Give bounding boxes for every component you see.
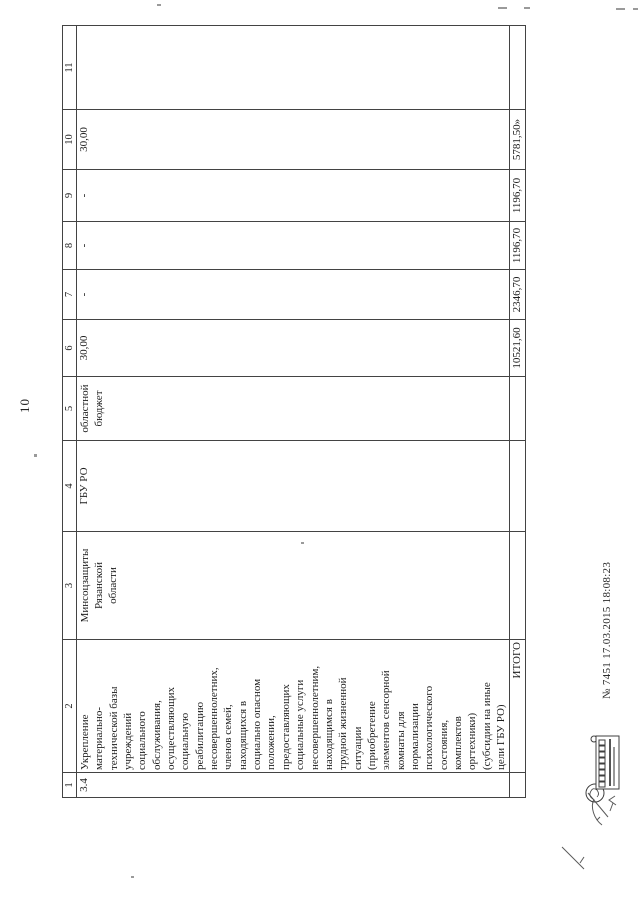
total-empty-cell [509,772,526,798]
amount-col10-cell: 30,00 [76,109,510,170]
registration-stamp-icon [561,735,620,870]
budget-source-cell: областной бюджет [76,376,510,441]
signature-squiggle-icon [561,792,617,870]
column-header-10: 10 [62,109,77,170]
row-number-cell: 3.4 [76,772,510,798]
column-header-3: 3 [62,531,77,640]
column-header-5: 5 [62,376,77,441]
amount-col6-cell: 30,00 [76,319,510,377]
scan-speck [633,8,638,10]
activity-name-cell: Укрепление материально- технической базы… [76,639,510,773]
amount-col7-cell: - [76,269,510,320]
amount-col8-cell: - [76,221,510,270]
total-row: ИТОГО 10521,60 2346,70 1196,70 1196,70 5… [509,25,526,798]
scan-speck [498,7,507,9]
total-col7-cell: 2346,70 [509,269,526,320]
column-header-9: 9 [62,169,77,222]
stamp-datetime-text: № 7451 17.03.2015 18:08:23 [601,561,613,699]
column-header-7: 7 [62,269,77,320]
table-header-row: 1 2 3 4 5 6 7 8 9 10 11 [62,25,77,798]
institution-cell: ГБУ РО [76,440,510,532]
total-empty-cell [509,440,526,532]
scan-speck [34,454,37,457]
column-header-8: 8 [62,221,77,270]
note-col11-cell [76,25,510,110]
scan-speck [616,8,625,10]
total-col10-cell: 5781,50» [509,109,526,170]
column-header-4: 4 [62,440,77,532]
total-label-cell: ИТОГО [509,639,526,773]
total-col9-cell: 1196,70 [509,169,526,222]
scan-speck [524,7,530,9]
column-header-1: 1 [62,772,77,798]
total-empty-cell [509,531,526,640]
column-header-2: 2 [62,639,77,773]
column-header-6: 6 [62,319,77,377]
amount-col9-cell: - [76,169,510,222]
program-activities-table: 1 2 3 4 5 6 7 8 9 10 11 3.4 Укрепление м… [62,25,527,798]
total-empty-cell [509,376,526,441]
activity-row-3-4: 3.4 Укрепление материально- технической … [76,25,510,798]
executor-cell: Минсоцзащиты Рязанской области [76,531,510,640]
total-col8-cell: 1196,70 [509,221,526,270]
total-col11-cell [509,25,526,110]
total-col6-cell: 10521,60 [509,319,526,377]
scan-speck [157,4,161,6]
page-number: 10 [17,398,32,413]
scan-speck [131,876,134,878]
column-header-11: 11 [62,25,77,110]
scan-speck [301,542,304,544]
